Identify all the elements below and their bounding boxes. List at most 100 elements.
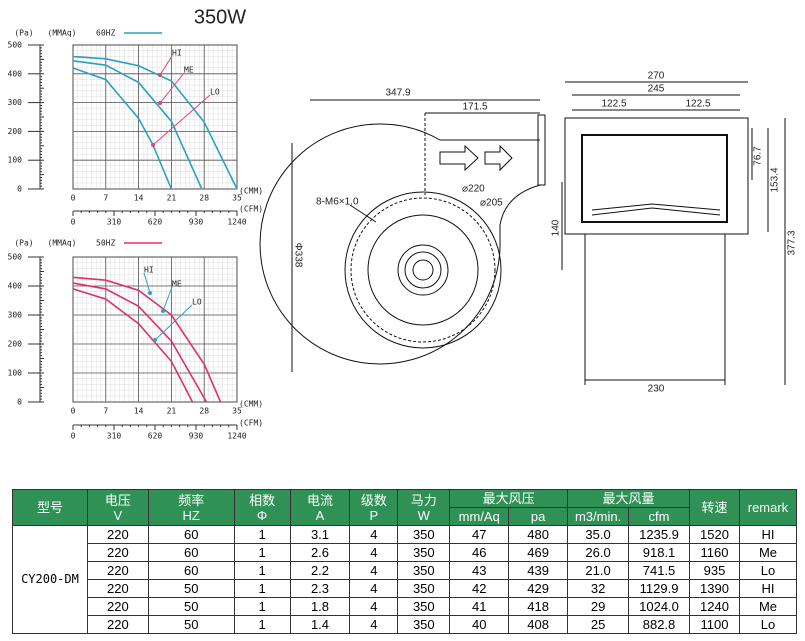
curve bbox=[72, 282, 208, 403]
curve bbox=[72, 67, 173, 190]
ring bbox=[367, 214, 479, 326]
cell: 47 bbox=[449, 525, 510, 544]
y-tick-label: 100 bbox=[8, 369, 23, 378]
x-tick-label: 14 bbox=[134, 194, 144, 203]
sheet: 350W 347.9 171.5 8-M6×1.0 ⌀220 ⌀205 140 … bbox=[8, 6, 798, 441]
cell: 4 bbox=[349, 615, 399, 634]
x-tick-label: 14 bbox=[134, 407, 144, 416]
annotation-dot bbox=[158, 73, 162, 77]
dim-label: 245 bbox=[648, 84, 665, 95]
y-tick-label: 300 bbox=[8, 98, 23, 107]
cell: 439 bbox=[508, 561, 569, 580]
cell: 220 bbox=[86, 579, 149, 598]
header-cell: 频率 HZ bbox=[147, 489, 235, 526]
cell: 4 bbox=[349, 561, 399, 580]
cell: HI bbox=[738, 525, 798, 544]
x2-tick-label: 1240 bbox=[227, 432, 246, 441]
x-tick-label: 21 bbox=[167, 194, 177, 203]
cell: 60 bbox=[147, 561, 235, 580]
x2-axis-label: (CFM) bbox=[239, 419, 263, 428]
row: 220 60 1 2.2 4 350 43 439 21.0 741.5 935 Lo bbox=[13, 561, 798, 580]
y-tick-label: 0 bbox=[17, 185, 22, 194]
annotation: LO bbox=[210, 88, 220, 97]
cell: 220 bbox=[86, 597, 149, 616]
header-cell: remark bbox=[738, 489, 798, 526]
y-tick-label: 100 bbox=[8, 156, 23, 165]
cell: 46 bbox=[449, 543, 510, 562]
header-unit: A bbox=[315, 507, 325, 523]
y-tick-label: 400 bbox=[8, 69, 23, 78]
cell: 350 bbox=[397, 561, 451, 580]
header-cell: 电流 A bbox=[289, 489, 351, 526]
x2-axis-label: (CFM) bbox=[239, 205, 263, 214]
cell: 50 bbox=[147, 597, 235, 616]
cell: 2.3 bbox=[289, 579, 351, 598]
cell: Me bbox=[738, 597, 798, 616]
cell: 220 bbox=[86, 615, 149, 634]
cell: Me bbox=[738, 543, 798, 562]
dim-label: 8-M6×1.0 bbox=[316, 197, 359, 208]
cell: 4 bbox=[349, 525, 399, 544]
header-text: 相数 bbox=[249, 492, 276, 508]
cell: Lo bbox=[738, 615, 798, 634]
cell: 2.2 bbox=[289, 561, 351, 580]
flange bbox=[564, 117, 749, 235]
x-tick-label: 35 bbox=[232, 194, 242, 203]
cell: 1 bbox=[233, 597, 291, 616]
header-text: 电压 bbox=[104, 492, 131, 508]
annotation-dot bbox=[151, 143, 155, 147]
dim-label: ⌀220 bbox=[462, 184, 485, 195]
cell: 1240 bbox=[689, 597, 740, 616]
header-cell: 最大风压 bbox=[449, 489, 569, 508]
row: 型号 电压 V 频率 HZ 相数 Φ 电流 A 级数 P 马力 W 最大风压 最大风量 转速 remark bbox=[12, 489, 798, 526]
y-tick-label: 300 bbox=[8, 311, 23, 320]
cell: 21.0 bbox=[567, 561, 630, 580]
row: 220 60 1 2.6 4 350 46 469 26.0 918.1 1160 Me bbox=[13, 543, 798, 562]
cell: 350 bbox=[397, 615, 451, 634]
spec-table: 型号 电压 V 频率 HZ 相数 Φ 电流 A 级数 P 马力 W 最大风压 最大风量 转速 remark mm/… bbox=[12, 489, 798, 634]
cell: 1.4 bbox=[289, 615, 351, 634]
header-cell: 马力 W bbox=[397, 489, 451, 526]
y-tick-label: 0 bbox=[17, 398, 22, 407]
x-axis-label: (CMM) bbox=[239, 400, 263, 409]
y2-axis-label: (MMAq) bbox=[48, 239, 77, 248]
cell: 918.1 bbox=[628, 543, 690, 562]
fan-drawing bbox=[259, 81, 786, 385]
x2-tick-label: 310 bbox=[107, 218, 122, 227]
impeller bbox=[591, 203, 721, 216]
cell: 50 bbox=[147, 579, 235, 598]
header-cell: pa bbox=[508, 507, 569, 526]
header-unit: V bbox=[113, 507, 123, 523]
flow-arrow bbox=[484, 144, 513, 172]
cell: 1 bbox=[233, 579, 291, 598]
cell: 1 bbox=[233, 543, 291, 562]
cell: 935 bbox=[689, 561, 740, 580]
dim-label: 171.5 bbox=[462, 102, 487, 113]
cell: 1520 bbox=[689, 525, 740, 544]
cell: 35.0 bbox=[567, 525, 630, 544]
dim-label: 76.7 bbox=[753, 146, 764, 166]
x2-tick-label: 0 bbox=[71, 432, 76, 441]
cell: 60 bbox=[147, 543, 235, 562]
x-tick-label: 35 bbox=[232, 407, 242, 416]
header-text: 电流 bbox=[306, 492, 333, 508]
cell: 350 bbox=[397, 579, 451, 598]
header-cell: 电压 V bbox=[86, 489, 149, 526]
x2-tick-label: 1240 bbox=[227, 218, 246, 227]
cell: 1390 bbox=[689, 579, 740, 598]
housing bbox=[259, 123, 541, 365]
header-unit: P bbox=[369, 507, 379, 523]
cell: 350 bbox=[397, 525, 451, 544]
dim-label: 122.5 bbox=[685, 99, 710, 110]
cell: 350 bbox=[397, 597, 451, 616]
cell: 220 bbox=[86, 525, 149, 544]
cell: 1.8 bbox=[289, 597, 351, 616]
annotation-leader bbox=[143, 272, 151, 294]
row: 220 50 1 2.3 4 350 42 429 32 1129.9 1390 HI bbox=[13, 579, 798, 598]
dim-label: 377.3 bbox=[787, 230, 798, 255]
cell: 60 bbox=[147, 525, 235, 544]
cell: 29 bbox=[567, 597, 630, 616]
annotation-dot bbox=[148, 291, 152, 295]
y-tick-label: 400 bbox=[8, 282, 23, 291]
x2-tick-label: 310 bbox=[107, 432, 122, 441]
